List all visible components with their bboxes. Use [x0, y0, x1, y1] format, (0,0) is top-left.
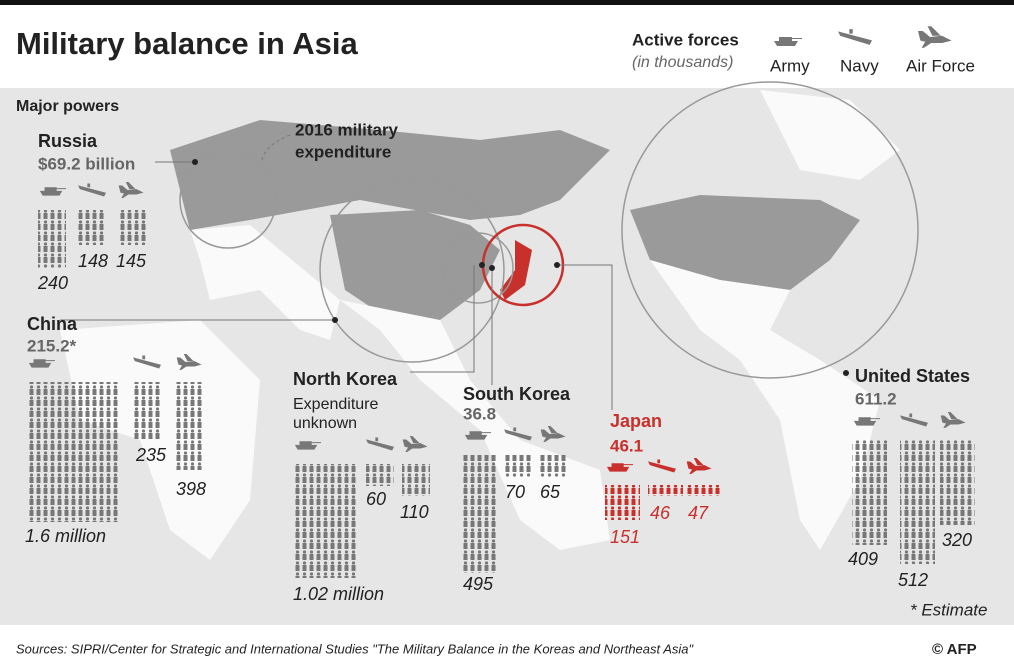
- americas: [650, 260, 880, 550]
- credit: © AFP: [932, 641, 977, 658]
- top-bar: [0, 0, 1014, 5]
- force-value: 145: [116, 251, 147, 271]
- soldier-pictogram: [133, 382, 161, 440]
- soldier-pictogram: [366, 464, 394, 486]
- korea-circle: [442, 232, 514, 304]
- soldier-pictogram: [686, 485, 721, 496]
- country-name: Japan: [610, 411, 662, 431]
- force-value: 151: [610, 527, 640, 547]
- country-name: North Korea: [293, 369, 398, 389]
- countries: Russia $69.2 billion 240 148 145 China 215.2* 1…: [25, 131, 975, 604]
- circle-note: expenditure: [295, 142, 391, 161]
- circle-note: 2016 military: [295, 120, 399, 139]
- force-value: 46: [650, 503, 671, 523]
- force-value: 70: [505, 482, 525, 502]
- soldier-pictogram: [27, 382, 118, 522]
- expenditure: 215.2*: [27, 336, 77, 355]
- soldier-pictogram: [78, 210, 106, 245]
- usa: [630, 195, 860, 290]
- force-value: 409: [848, 549, 878, 569]
- china: [330, 210, 500, 320]
- force-value: 398: [176, 479, 206, 499]
- expenditure: 46.1: [610, 436, 643, 455]
- country-name: Russia: [38, 131, 98, 151]
- soldier-pictogram: [540, 455, 568, 477]
- force-value: 148: [78, 251, 108, 271]
- country-name: China: [27, 314, 78, 334]
- greenland: [760, 90, 900, 180]
- map: [60, 81, 919, 560]
- expenditure: 611.2: [855, 389, 897, 408]
- force-value: 47: [688, 503, 709, 523]
- legend-subtitle: (in thousands): [632, 54, 733, 71]
- soldier-pictogram: [176, 382, 204, 470]
- expenditure: Expenditure: [293, 396, 378, 413]
- soldier-pictogram: [402, 464, 430, 496]
- force-value: 65: [540, 482, 561, 502]
- sources: Sources: SIPRI/Center for Strategic and …: [16, 641, 695, 656]
- russia: [170, 120, 610, 230]
- soldier-pictogram: [463, 455, 498, 573]
- soldier-pictogram: [605, 485, 640, 520]
- legend-item: Air Force: [906, 56, 975, 75]
- force-value: 1.6 million: [25, 526, 106, 546]
- china-circle: [319, 177, 505, 363]
- soldier-pictogram: [852, 440, 887, 545]
- country-name: United States: [855, 366, 970, 386]
- footnote: * Estimate: [910, 600, 987, 619]
- expenditure: unknown: [293, 415, 357, 432]
- connector-dots: [192, 159, 849, 376]
- soldier-pictogram: [293, 464, 356, 578]
- force-value: 512: [898, 570, 928, 590]
- russia-circle: [179, 151, 277, 249]
- soldier-pictogram: [940, 440, 975, 525]
- legend-title: Active forces: [632, 30, 739, 49]
- force-value: 110: [400, 502, 429, 522]
- force-value: 235: [135, 445, 167, 465]
- force-value: 240: [37, 273, 68, 293]
- force-value: 60: [366, 489, 386, 509]
- legend-item: Army: [770, 56, 810, 75]
- expenditure: 36.8: [463, 404, 496, 423]
- soldier-pictogram: [504, 455, 532, 477]
- force-value: 495: [463, 574, 494, 594]
- expenditure: $69.2 billion: [38, 154, 135, 173]
- section-label: Major powers: [16, 98, 119, 115]
- usa-circle: [621, 81, 919, 379]
- soldier-pictogram: [118, 210, 146, 245]
- title: Military balance in Asia: [16, 26, 358, 61]
- connectors: [60, 134, 613, 410]
- country-name: South Korea: [463, 384, 571, 404]
- soldier-pictogram: [38, 210, 66, 268]
- force-value: 1.02 million: [293, 584, 384, 604]
- force-value: 320: [942, 530, 972, 550]
- legend-item: Navy: [840, 56, 879, 75]
- soldier-pictogram: [648, 485, 683, 496]
- soldier-pictogram: [900, 440, 935, 564]
